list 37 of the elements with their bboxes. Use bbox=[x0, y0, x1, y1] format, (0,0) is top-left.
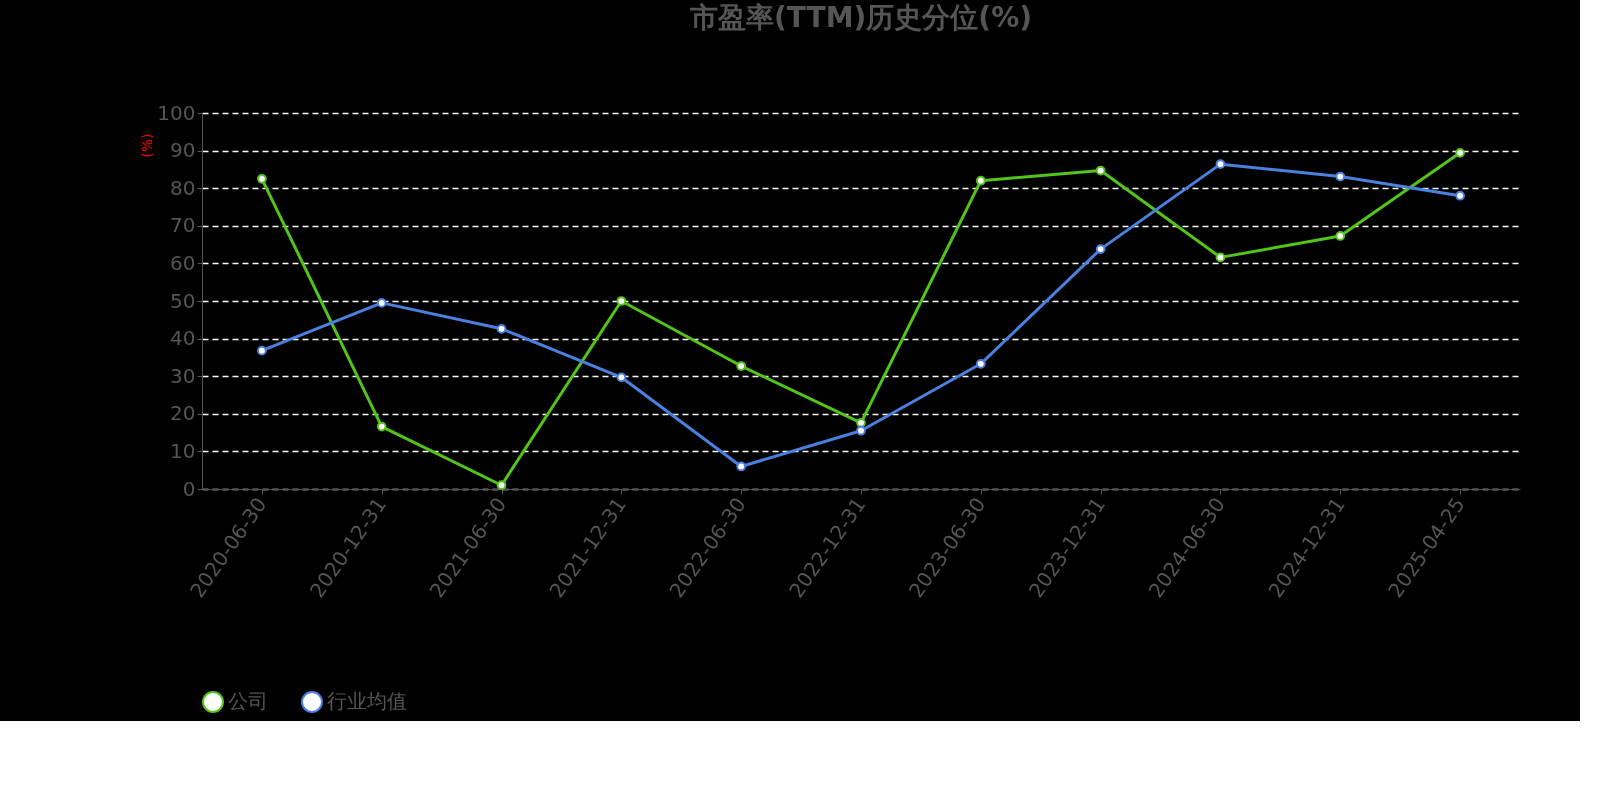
chart-title: 市盈率(TTM)历史分位(%) bbox=[689, 1, 1032, 34]
point bbox=[616, 296, 627, 306]
point bbox=[975, 358, 986, 369]
point bbox=[736, 461, 747, 472]
y-tick-label: 0 bbox=[182, 476, 196, 501]
point bbox=[376, 421, 387, 432]
point bbox=[1095, 165, 1106, 176]
y-tick-label: 60 bbox=[170, 250, 196, 275]
legend-label: 公司 bbox=[228, 689, 268, 713]
point bbox=[736, 361, 747, 371]
point bbox=[1335, 231, 1346, 241]
y-tick-label: 10 bbox=[170, 438, 196, 463]
point bbox=[1215, 159, 1226, 169]
legend-label: 行业均值 bbox=[327, 689, 407, 713]
point bbox=[1215, 252, 1226, 263]
point bbox=[496, 323, 507, 334]
point bbox=[1455, 147, 1465, 158]
y-tick-label: 30 bbox=[170, 363, 196, 388]
point bbox=[616, 372, 627, 383]
point bbox=[1095, 244, 1106, 254]
point bbox=[376, 298, 387, 308]
y-tick-label: 70 bbox=[170, 213, 196, 238]
y-tick-label: 100 bbox=[157, 100, 196, 125]
y-tick-label: 40 bbox=[170, 326, 196, 351]
point bbox=[257, 173, 267, 184]
y-tick-label: 80 bbox=[170, 175, 196, 200]
point bbox=[856, 417, 866, 428]
point bbox=[1455, 190, 1465, 201]
y-axis-title: (%) bbox=[139, 133, 156, 158]
point bbox=[1335, 171, 1346, 182]
y-tick-label: 20 bbox=[170, 401, 196, 426]
point bbox=[257, 345, 267, 356]
y-tick-label: 90 bbox=[170, 138, 196, 163]
point bbox=[975, 175, 986, 186]
point bbox=[496, 480, 507, 491]
point bbox=[856, 425, 866, 436]
y-tick-label: 50 bbox=[170, 288, 196, 313]
